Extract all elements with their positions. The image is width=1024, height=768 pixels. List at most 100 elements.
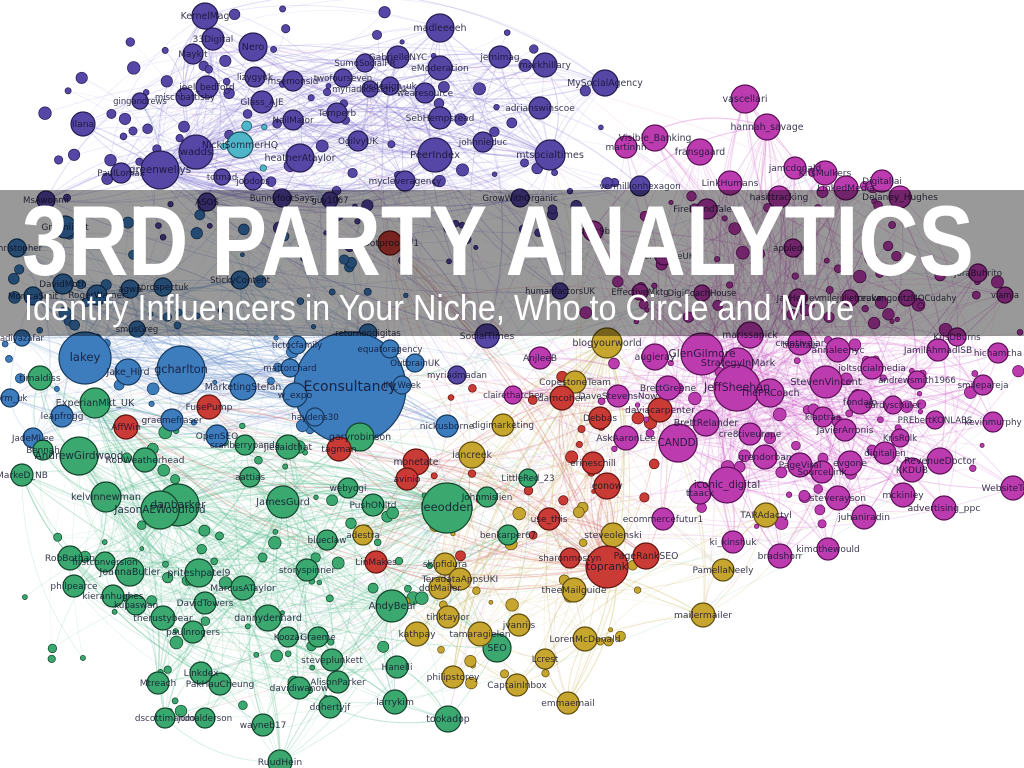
graph-node-small [791, 440, 801, 451]
graph-edge [795, 275, 861, 403]
graph-edge [292, 80, 436, 156]
graph-edge [471, 342, 608, 456]
graph-node-small [433, 174, 446, 188]
graph-edge [129, 536, 328, 573]
graph-edge [415, 461, 550, 520]
graph-edge [204, 0, 606, 84]
graph-node-label: adrianswinscoe [505, 104, 575, 114]
graph-edge [292, 64, 546, 132]
graph-edge [177, 504, 449, 720]
graph-edge [454, 567, 704, 616]
graph-node-label: PakHauCheung [186, 680, 254, 690]
graph-node-label: jomalderson [177, 714, 232, 724]
graph-edge [32, 266, 350, 316]
graph-edge [204, 15, 371, 90]
graph-edge [84, 307, 369, 359]
graph-node-label: form_uk [0, 394, 27, 404]
graph-edge [443, 604, 569, 704]
graph-node-label: mailermailer [674, 610, 732, 621]
graph-edge [677, 208, 718, 444]
graph-node-label: AlisonParker [310, 678, 366, 688]
graph-edge [824, 172, 852, 299]
graph-edge [459, 342, 608, 580]
graph-edge [663, 255, 771, 394]
graph-node-label: johnnieduc [458, 138, 508, 148]
graph-edge [78, 455, 160, 684]
graph-edge [338, 448, 608, 568]
graph-edge [434, 154, 561, 292]
graph-edge [160, 507, 448, 673]
graph-edge [52, 580, 393, 649]
graph-node-label: tihktaylor [426, 613, 469, 623]
graph-edge [639, 291, 735, 543]
graph-edge [192, 53, 344, 80]
graph-edge [212, 38, 329, 87]
graph-edge [78, 455, 206, 622]
graph-edge [279, 496, 488, 763]
graph-edge [261, 101, 436, 159]
graph-edge [769, 196, 901, 394]
graph-edge [592, 230, 669, 389]
graph-node-small [323, 88, 332, 97]
graph-edge [94, 402, 339, 683]
graph-node-small [817, 519, 827, 529]
graph-edge [726, 469, 913, 496]
graph-edge [252, 46, 484, 143]
graph-edge [159, 119, 346, 172]
graph-edge [781, 404, 894, 524]
graph-edge [766, 126, 889, 315]
graph-node-label: RobWeatherhead [106, 455, 185, 466]
graph-edge [663, 255, 771, 394]
graph-node-label: Graeme [300, 633, 335, 643]
graph-edge [446, 376, 738, 427]
graph-edge [281, 64, 546, 199]
graph-node-label: dotMailer [419, 584, 462, 594]
graph-edge [104, 561, 159, 684]
graph-edge [4, 343, 34, 439]
graph-node-small [277, 246, 288, 258]
graph-edge [238, 587, 264, 726]
graph-edge [96, 294, 241, 379]
graph-edge [369, 88, 550, 520]
graph-edge [254, 76, 436, 156]
graph-node-label: mtsocialtimes [516, 150, 584, 161]
graph-edge [736, 245, 889, 389]
graph-edge [195, 151, 525, 192]
graph-edge [45, 199, 541, 359]
graph-node-small [577, 425, 586, 434]
graph-edge [9, 320, 69, 399]
graph-node-small [430, 472, 438, 480]
graph-edge [61, 407, 173, 421]
graph-node-small [398, 255, 408, 266]
graph-edge [171, 241, 228, 421]
graph-edge [863, 370, 913, 518]
graph-edge [359, 390, 941, 462]
graph-edge [654, 137, 893, 226]
graph-node-small [488, 599, 494, 605]
graph-edge [105, 446, 289, 500]
graph-node-label: Nero [242, 42, 265, 53]
graph-edge [459, 381, 576, 580]
graph-node-small [142, 123, 153, 135]
graph-edge [639, 265, 850, 307]
graph-node-small [157, 463, 170, 477]
graph-edge [105, 495, 308, 571]
graph-edge [287, 635, 398, 668]
graph-edge [249, 476, 393, 607]
graph-node-label: Debbas [583, 414, 617, 424]
graph-node-small [503, 29, 511, 36]
graph-node-label: Johnmislien [461, 493, 513, 503]
graph-edge [112, 507, 448, 601]
graph-node-label: Mtreach [140, 679, 177, 689]
graph-edge [726, 182, 768, 486]
edges-layer [4, 0, 1021, 763]
graph-edge [162, 572, 200, 719]
graph-node-label: JamesGurd [255, 497, 310, 508]
graph-node-small [877, 416, 884, 424]
graph-node-small [170, 474, 181, 485]
graph-edge [233, 140, 359, 589]
graph-edge [544, 342, 611, 660]
graph-node-label: JamilAhmadISB [903, 346, 972, 356]
graph-node-small [38, 106, 52, 120]
graph-edge [175, 478, 328, 541]
